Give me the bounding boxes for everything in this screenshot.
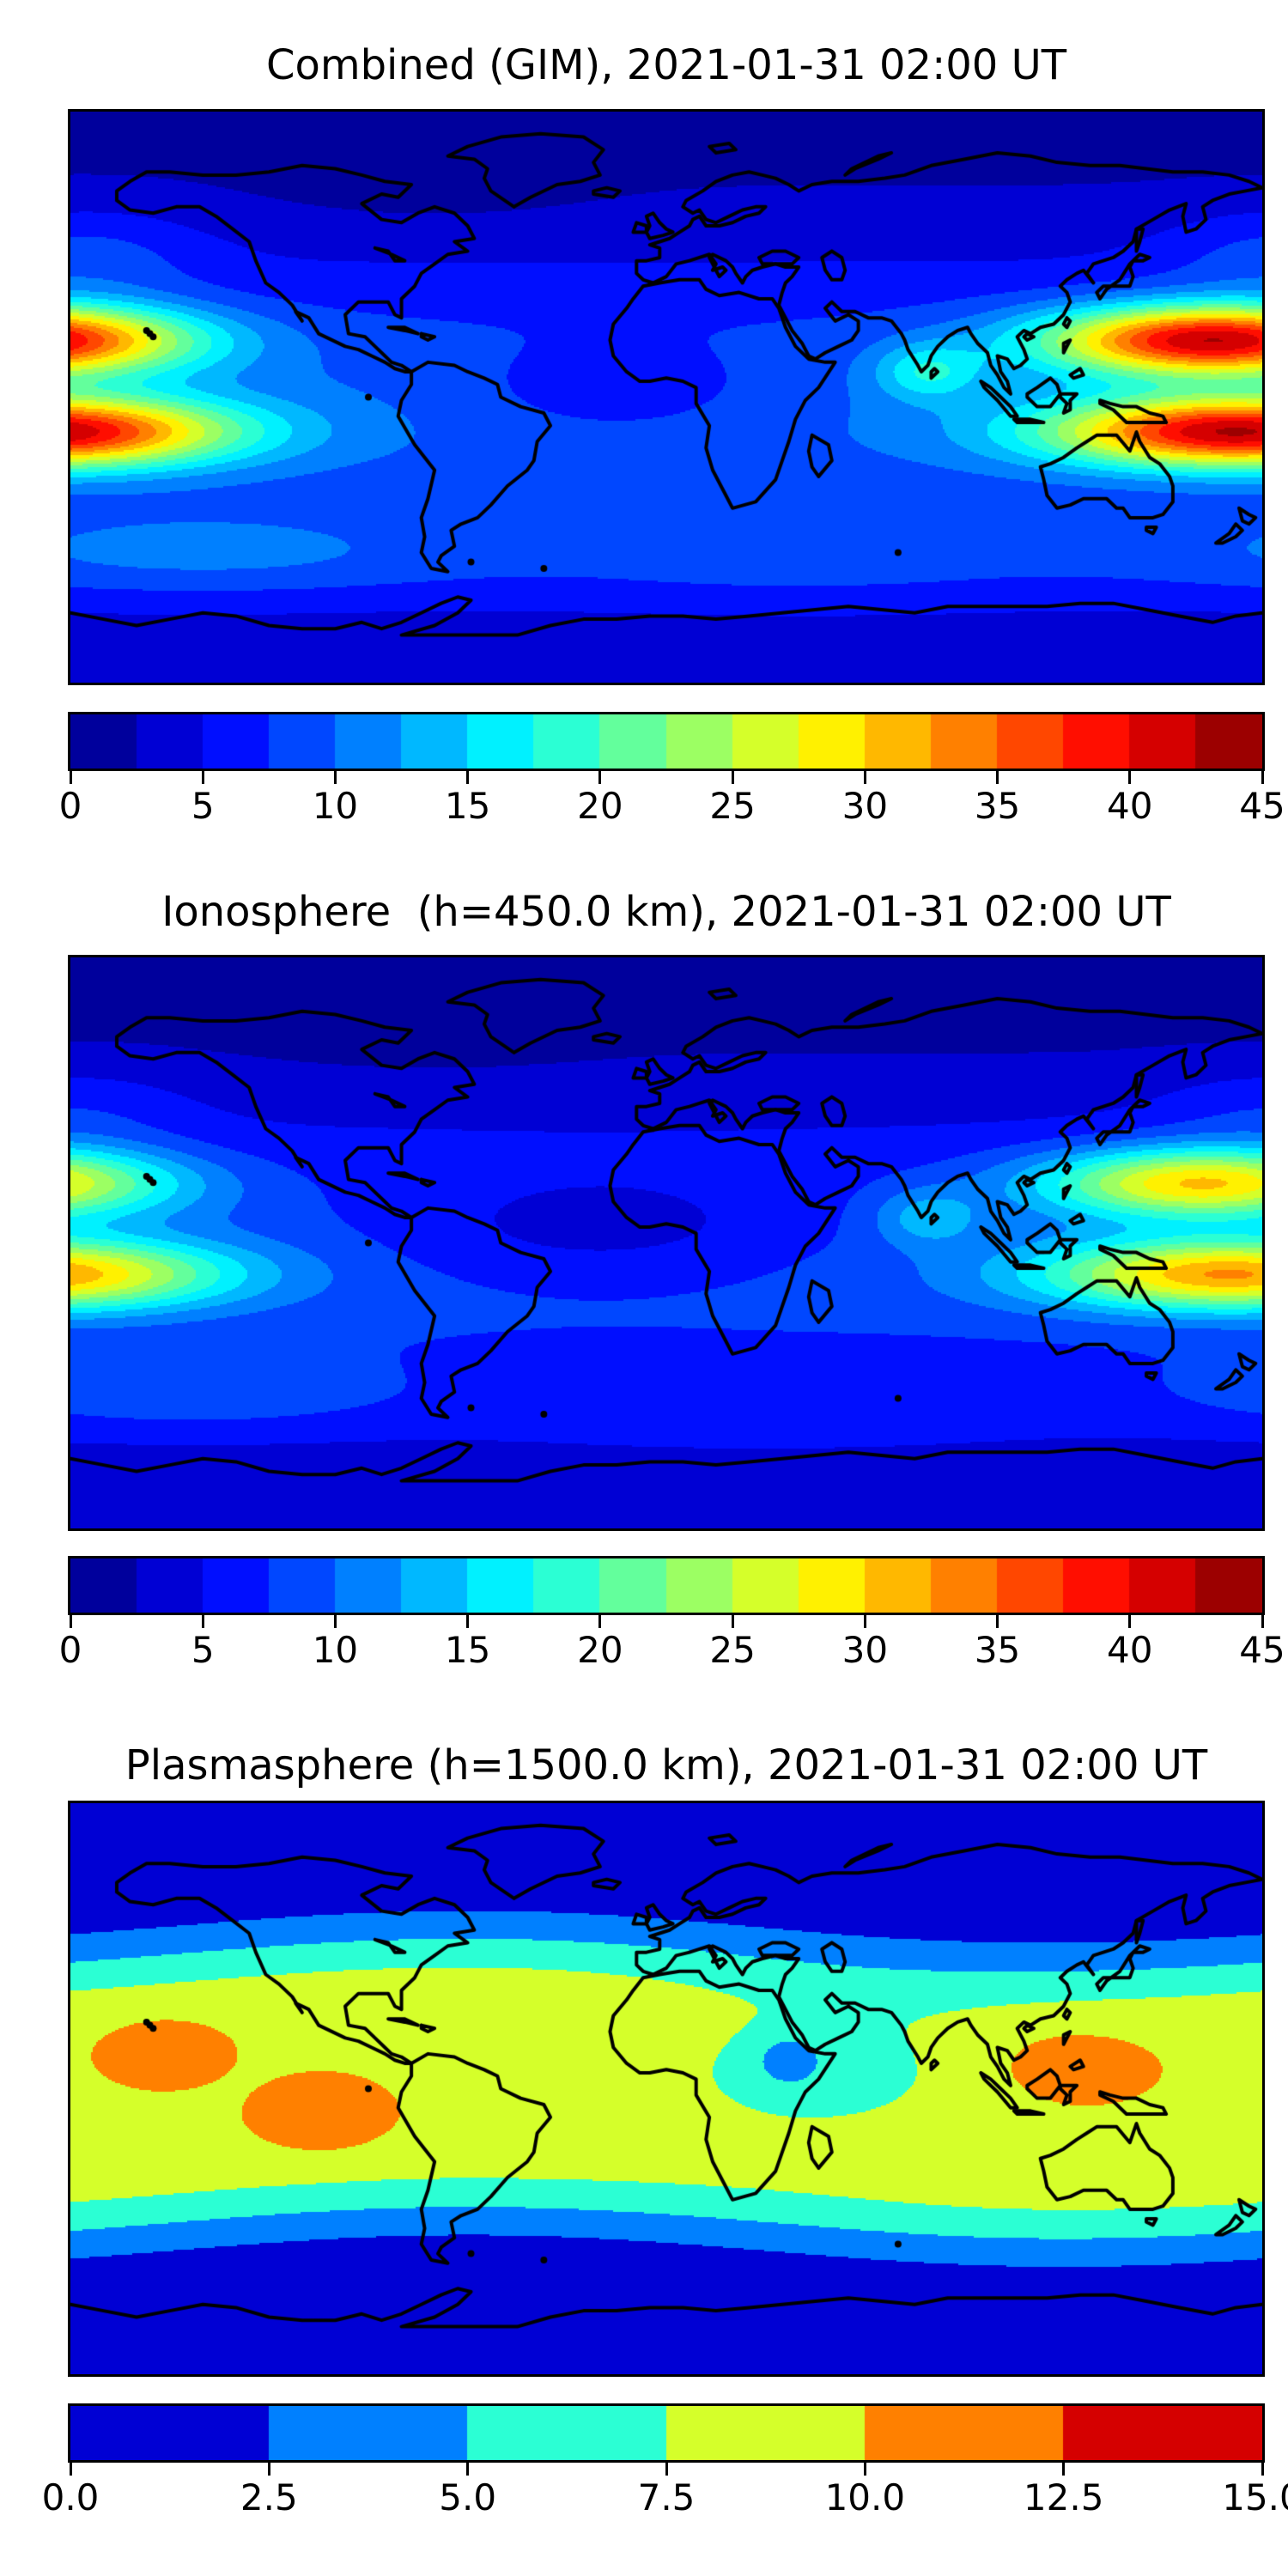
colorbar-tick bbox=[1062, 2463, 1066, 2476]
colorbar-tick bbox=[333, 771, 337, 784]
colorbar-tick bbox=[69, 771, 72, 784]
colorbar-tick-label: 7.5 bbox=[637, 2476, 696, 2518]
colorbar-tick-label: 20 bbox=[577, 785, 623, 827]
colorbar-tick-label: 10 bbox=[312, 1629, 359, 1671]
colorbar-tick-label: 25 bbox=[709, 1629, 756, 1671]
colorbar-tick bbox=[69, 1615, 72, 1628]
colorbar-tick-label: 5 bbox=[191, 1629, 215, 1671]
colorbar-frame-combined bbox=[68, 712, 1265, 771]
colorbar-tick-label: 30 bbox=[841, 785, 889, 827]
colorbar-canvas-ionosphere bbox=[70, 1558, 1262, 1613]
colorbar-tick bbox=[863, 2463, 866, 2476]
plot-title-ionosphere: Ionosphere (h=450.0 km), 2021-01-31 02:0… bbox=[161, 888, 1171, 936]
colorbar-tick-label: 0 bbox=[58, 785, 82, 827]
colorbar-canvas-combined bbox=[70, 714, 1262, 769]
colorbar-tick bbox=[466, 2463, 470, 2476]
colorbar-tick-label: 10 bbox=[312, 785, 359, 827]
colorbar-tick-label: 40 bbox=[1107, 785, 1153, 827]
map-canvas-plasmasphere bbox=[70, 1803, 1262, 2374]
colorbar-tick bbox=[466, 1615, 470, 1628]
colorbar-tick bbox=[598, 1615, 602, 1628]
colorbar-tick-label: 40 bbox=[1107, 1629, 1153, 1671]
map-canvas-ionosphere bbox=[70, 957, 1262, 1528]
colorbar-tick-label: 15 bbox=[444, 785, 491, 827]
colorbar-tick-label: 5.0 bbox=[439, 2476, 497, 2518]
colorbar-tick bbox=[267, 2463, 270, 2476]
colorbar-tick bbox=[333, 1615, 337, 1628]
colorbar-tick bbox=[598, 771, 602, 784]
plot-title-combined: Combined (GIM), 2021-01-31 02:00 UT bbox=[265, 41, 1067, 89]
map-frame-combined bbox=[68, 109, 1265, 685]
colorbar-tick bbox=[1128, 771, 1132, 784]
colorbar-tick-label: 35 bbox=[974, 1629, 1021, 1671]
colorbar-tick bbox=[731, 771, 734, 784]
colorbar-tick bbox=[69, 2463, 72, 2476]
colorbar-tick-label: 15 bbox=[444, 1629, 491, 1671]
colorbar-tick-label: 15.0 bbox=[1222, 2476, 1288, 2518]
colorbar-tick bbox=[1261, 771, 1264, 784]
colorbar-frame-ionosphere bbox=[68, 1556, 1265, 1615]
colorbar-tick bbox=[863, 1615, 866, 1628]
map-canvas-combined bbox=[70, 112, 1262, 683]
colorbar-tick bbox=[1261, 2463, 1264, 2476]
colorbar-ticks-combined: 0 5 10 15 20 25 30 35 40 45 bbox=[59, 771, 1285, 840]
colorbar-ticks-ionosphere: 0 5 10 15 20 25 30 35 40 45 bbox=[59, 1615, 1285, 1684]
colorbar-tick-label: 12.5 bbox=[1023, 2476, 1104, 2518]
colorbar-tick bbox=[863, 771, 866, 784]
colorbar-tick bbox=[466, 771, 470, 784]
colorbar-canvas-plasmasphere bbox=[70, 2406, 1262, 2460]
colorbar-tick-label: 30 bbox=[841, 1629, 889, 1671]
colorbar-tick-label: 20 bbox=[577, 1629, 623, 1671]
colorbar-tick-label: 45 bbox=[1239, 785, 1285, 827]
colorbar-ticks-plasmasphere: 0.0 2.5 5.0 7.5 10.0 12.5 15.0 bbox=[42, 2463, 1288, 2531]
colorbar-tick bbox=[201, 1615, 204, 1628]
colorbar-tick bbox=[665, 2463, 668, 2476]
colorbar-tick-label: 5 bbox=[191, 785, 215, 827]
colorbar-tick bbox=[201, 771, 204, 784]
colorbar-tick-label: 2.5 bbox=[240, 2476, 298, 2518]
colorbar-tick-label: 10.0 bbox=[824, 2476, 906, 2518]
colorbar-frame-plasmasphere bbox=[68, 2403, 1265, 2463]
colorbar-tick-label: 35 bbox=[974, 785, 1021, 827]
plot-title-plasmasphere: Plasmasphere (h=1500.0 km), 2021-01-31 0… bbox=[125, 1741, 1208, 1789]
colorbar-tick bbox=[1128, 1615, 1132, 1628]
colorbar-tick bbox=[996, 771, 999, 784]
colorbar-tick-label: 0.0 bbox=[41, 2476, 100, 2518]
map-frame-ionosphere bbox=[68, 955, 1265, 1531]
colorbar-tick bbox=[1261, 1615, 1264, 1628]
map-frame-plasmasphere bbox=[68, 1801, 1265, 2377]
colorbar-tick-label: 25 bbox=[709, 785, 756, 827]
colorbar-tick bbox=[996, 1615, 999, 1628]
colorbar-tick-label: 0 bbox=[58, 1629, 82, 1671]
colorbar-tick bbox=[731, 1615, 734, 1628]
colorbar-tick-label: 45 bbox=[1239, 1629, 1285, 1671]
